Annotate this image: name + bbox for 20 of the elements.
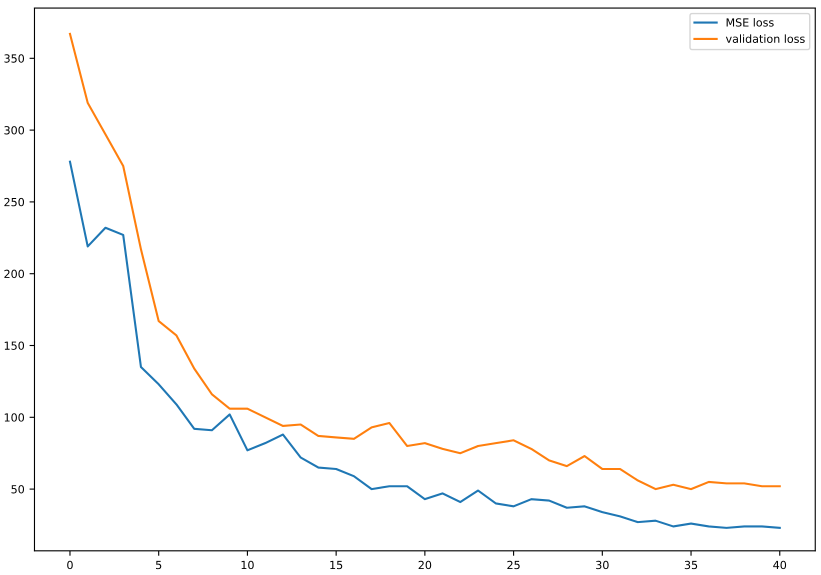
x-tick-label: 15 <box>330 560 342 570</box>
x-tick-label: 40 <box>773 560 786 570</box>
y-tick-label: 300 <box>4 126 24 134</box>
legend-label: MSE loss <box>726 18 774 27</box>
y-tick-label: 250 <box>4 198 24 206</box>
x-tick-label: 20 <box>418 560 432 570</box>
legend-label: validation loss <box>726 34 805 43</box>
line-series <box>68 160 781 529</box>
x-tick-label: 5 <box>156 560 162 570</box>
x-tick-label: 0 <box>67 560 73 570</box>
y-tick-label: 150 <box>4 341 24 350</box>
x-tick-label: 10 <box>242 560 254 570</box>
y-tick-label: 50 <box>11 485 24 494</box>
x-tick-label: 30 <box>596 560 609 570</box>
x-tick-label: 25 <box>507 560 520 570</box>
y-tick-label: 100 <box>4 413 24 422</box>
y-tick-label: 350 <box>4 54 24 63</box>
line-series <box>68 32 781 490</box>
x-tick-label: 35 <box>684 560 698 570</box>
y-tick-label: 200 <box>4 270 24 278</box>
